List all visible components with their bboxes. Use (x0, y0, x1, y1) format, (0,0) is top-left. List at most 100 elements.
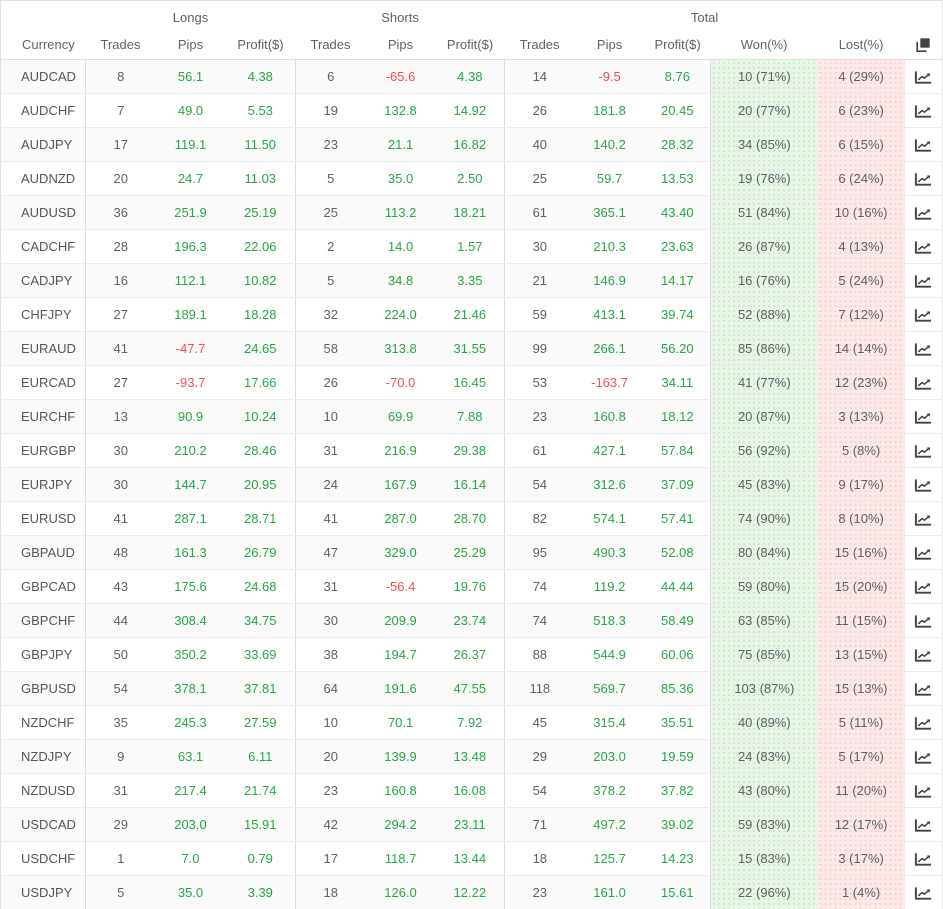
won-cell: 75 (85%) (710, 637, 818, 672)
longs-profit-cell: 37.81 (225, 671, 296, 706)
table-row: AUDJPY 17 119.1 11.50 23 21.1 16.82 40 1… (0, 127, 943, 162)
shorts-trades-cell: 2 (295, 229, 366, 264)
shorts-trades-cell: 10 (295, 705, 366, 740)
currency-cell: AUDUSD (0, 195, 86, 230)
shorts-pips-cell: -56.4 (365, 569, 436, 604)
longs-trades-cell: 54 (85, 671, 156, 706)
total-profit-cell: 35.51 (644, 705, 711, 740)
currency-cell: GBPAUD (0, 535, 86, 570)
row-chart-button[interactable] (904, 365, 943, 400)
row-chart-button[interactable] (904, 59, 943, 94)
shorts-trades-cell: 42 (295, 807, 366, 842)
row-chart-button[interactable] (904, 535, 943, 570)
longs-pips-cell: 251.9 (155, 195, 226, 230)
won-cell: 40 (89%) (710, 705, 818, 740)
lost-cell: 6 (15%) (817, 127, 905, 162)
row-chart-button[interactable] (904, 399, 943, 434)
chart-icon (915, 342, 932, 356)
row-chart-button[interactable] (904, 875, 943, 909)
row-chart-button[interactable] (904, 263, 943, 298)
currency-cell: CADCHF (0, 229, 86, 264)
shorts-pips-cell: 287.0 (365, 501, 436, 536)
shorts-pips-cell: 118.7 (365, 841, 436, 876)
lost-cell: 6 (23%) (817, 93, 905, 128)
lost-cell: 3 (13%) (817, 399, 905, 434)
currency-cell: CADJPY (0, 263, 86, 298)
chart-icon (915, 648, 932, 662)
longs-pips-cell: 24.7 (155, 161, 226, 196)
total-profit-cell: 56.20 (644, 331, 711, 366)
row-chart-button[interactable] (904, 603, 943, 638)
longs-pips-cell: 63.1 (155, 739, 226, 774)
longs-trades-cell: 5 (85, 875, 156, 909)
chart-icon (915, 172, 932, 186)
shorts-pips-cell: 294.2 (365, 807, 436, 842)
column-header-shorts-pips: Pips (365, 30, 436, 60)
longs-trades-cell: 41 (85, 501, 156, 536)
row-chart-button[interactable] (904, 671, 943, 706)
longs-profit-cell: 15.91 (225, 807, 296, 842)
currency-cell: USDJPY (0, 875, 86, 909)
row-chart-button[interactable] (904, 229, 943, 264)
currency-cell: AUDNZD (0, 161, 86, 196)
row-chart-button[interactable] (904, 161, 943, 196)
copy-button[interactable] (904, 30, 943, 60)
total-trades-cell: 29 (504, 739, 575, 774)
total-pips-cell: 119.2 (574, 569, 645, 604)
total-pips-cell: 203.0 (574, 739, 645, 774)
row-chart-button[interactable] (904, 467, 943, 502)
total-pips-cell: 427.1 (574, 433, 645, 468)
shorts-profit-cell: 12.22 (435, 875, 505, 909)
row-chart-button[interactable] (904, 773, 943, 808)
row-chart-button[interactable] (904, 127, 943, 162)
longs-profit-cell: 33.69 (225, 637, 296, 672)
total-trades-cell: 53 (504, 365, 575, 400)
copy-icon (916, 38, 931, 52)
currency-cell: GBPCAD (0, 569, 86, 604)
row-chart-button[interactable] (904, 739, 943, 774)
row-chart-button[interactable] (904, 705, 943, 740)
won-cell: 103 (87%) (710, 671, 818, 706)
chart-icon (915, 376, 932, 390)
row-chart-button[interactable] (904, 569, 943, 604)
shorts-trades-cell: 17 (295, 841, 366, 876)
row-chart-button[interactable] (904, 433, 943, 468)
longs-pips-cell: 245.3 (155, 705, 226, 740)
table-row: NZDCHF 35 245.3 27.59 10 70.1 7.92 45 31… (0, 705, 943, 740)
longs-trades-cell: 35 (85, 705, 156, 740)
chart-icon (915, 70, 932, 84)
total-trades-cell: 71 (504, 807, 575, 842)
longs-profit-cell: 24.65 (225, 331, 296, 366)
column-header-longs-trades: Trades (85, 30, 156, 60)
row-chart-button[interactable] (904, 297, 943, 332)
total-pips-cell: 161.0 (574, 875, 645, 909)
won-cell: 15 (83%) (710, 841, 818, 876)
row-chart-button[interactable] (904, 501, 943, 536)
table-row: GBPAUD 48 161.3 26.79 47 329.0 25.29 95 … (0, 535, 943, 570)
shorts-profit-cell: 29.38 (435, 433, 505, 468)
row-chart-button[interactable] (904, 331, 943, 366)
table-row: AUDCHF 7 49.0 5.53 19 132.8 14.92 26 181… (0, 93, 943, 128)
lost-cell: 4 (13%) (817, 229, 905, 264)
shorts-trades-cell: 38 (295, 637, 366, 672)
lost-cell: 15 (13%) (817, 671, 905, 706)
row-chart-button[interactable] (904, 637, 943, 672)
won-cell: 51 (84%) (710, 195, 818, 230)
lost-cell: 5 (11%) (817, 705, 905, 740)
total-trades-cell: 14 (504, 59, 575, 94)
longs-profit-cell: 6.11 (225, 739, 296, 774)
row-chart-button[interactable] (904, 93, 943, 128)
table-row: CHFJPY 27 189.1 18.28 32 224.0 21.46 59 … (0, 297, 943, 332)
total-profit-cell: 57.41 (644, 501, 711, 536)
row-chart-button[interactable] (904, 807, 943, 842)
shorts-pips-cell: 70.1 (365, 705, 436, 740)
currency-cell: AUDJPY (0, 127, 86, 162)
shorts-pips-cell: 113.2 (365, 195, 436, 230)
longs-profit-cell: 0.79 (225, 841, 296, 876)
shorts-profit-cell: 31.55 (435, 331, 505, 366)
row-chart-button[interactable] (904, 195, 943, 230)
chart-icon (915, 240, 932, 254)
longs-profit-cell: 10.24 (225, 399, 296, 434)
row-chart-button[interactable] (904, 841, 943, 876)
total-pips-cell: 146.9 (574, 263, 645, 298)
